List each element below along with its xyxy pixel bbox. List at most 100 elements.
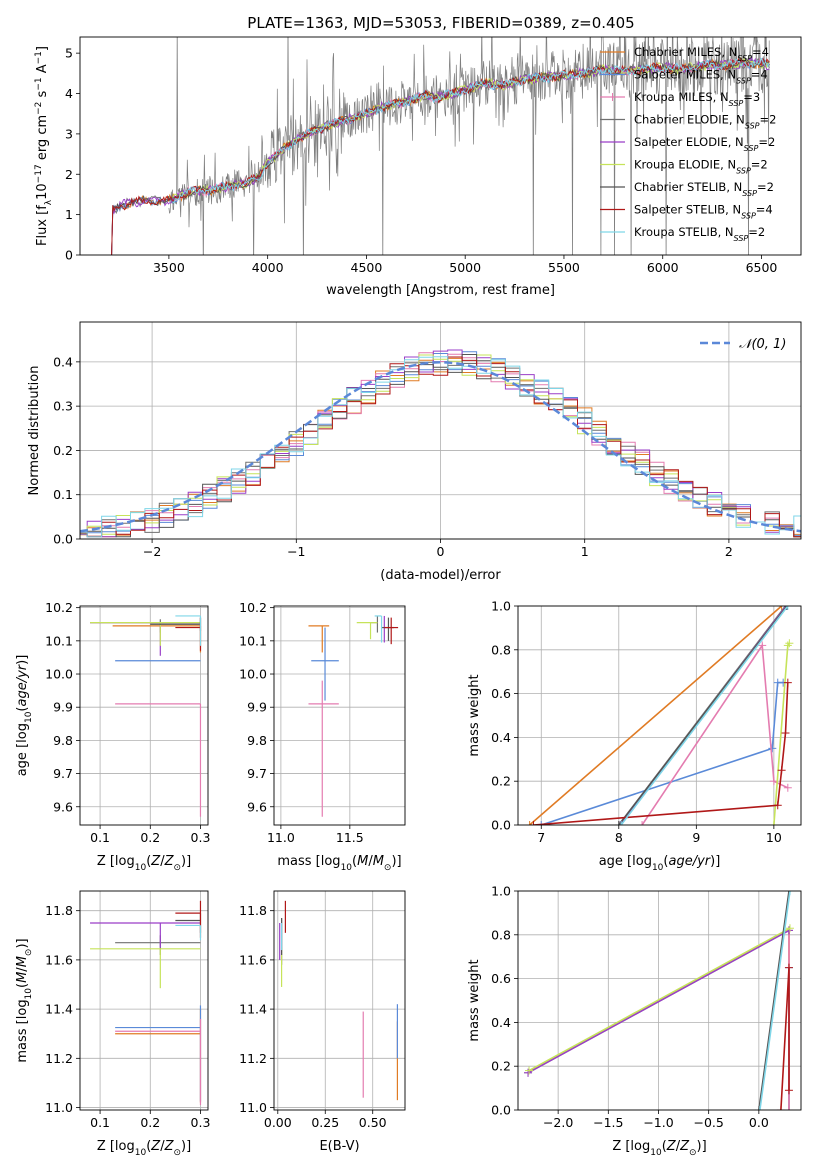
y-tick-label: 0.0 xyxy=(491,818,511,833)
label-part: Z xyxy=(150,854,161,869)
y-tick-label: 0.0 xyxy=(53,532,73,547)
errorbar-chabrier-stelib xyxy=(150,617,202,631)
label-part: )] xyxy=(391,854,401,869)
y-tick-label: 2 xyxy=(65,167,73,182)
y-tick-label: 11.8 xyxy=(239,903,267,918)
legend: 𝒩(0, 1) xyxy=(700,337,786,352)
legend-label: Kroupa MILES, NSSP=3 xyxy=(634,90,760,108)
y-tick-label: 1.0 xyxy=(491,599,511,614)
y-tick-label: 0.4 xyxy=(491,730,511,745)
errorbar-chabrier-miles xyxy=(308,625,330,653)
label-part: A xyxy=(35,64,50,77)
label-part: −2 xyxy=(34,102,44,115)
x-tick-label: 6000 xyxy=(647,260,679,275)
errorbar-chabrier-stelib xyxy=(381,617,394,641)
cumulative-line xyxy=(533,682,789,825)
x-tick-label: −1.5 xyxy=(593,1115,623,1130)
x-tick-label: 0.50 xyxy=(359,1115,387,1130)
x-tick-label: 10 xyxy=(766,830,782,845)
cumulative-line xyxy=(529,606,783,825)
x-axis-label: mass [log10(M/M⊙)] xyxy=(277,854,401,873)
plot-area xyxy=(279,900,399,1101)
y-tick-label: 0.6 xyxy=(491,686,511,701)
x-tick-label: 7 xyxy=(537,830,545,845)
legend-label: Kroupa ELODIE, NSSP=2 xyxy=(634,158,768,176)
cumulative-line xyxy=(620,606,789,825)
label-part: Z xyxy=(164,854,175,869)
label-part: mass weight xyxy=(467,959,482,1041)
label-part: Normed distribution xyxy=(27,366,42,496)
errorbar-salpeter-elodie xyxy=(90,922,201,948)
model-salpeter-stelib-line xyxy=(111,57,770,255)
y-tick-label: 9.6 xyxy=(247,799,267,814)
y-tick-label: 9.6 xyxy=(53,799,73,814)
label-part: / xyxy=(368,854,373,869)
label-part: 10 xyxy=(24,988,34,1000)
x-tick-label: 6500 xyxy=(746,260,778,275)
errorbar-kroupa-miles xyxy=(115,703,202,817)
x-axis-label: wavelength [Angstrom, rest frame] xyxy=(326,283,555,298)
x-tick-label: −1.0 xyxy=(643,1115,673,1130)
y-tick-label: 1.0 xyxy=(491,884,511,899)
y-tick-label: 0.1 xyxy=(53,487,73,502)
label-part: SSP xyxy=(737,54,752,63)
x-tick-label: 0.2 xyxy=(140,830,160,845)
y-tick-label: 9.7 xyxy=(247,766,267,781)
y-tick-label: 0.8 xyxy=(491,642,511,657)
y-axis-label: Flux [fλ10−17 erg cm−2 s−1 A−1] xyxy=(34,46,54,246)
label-part: Z [log xyxy=(97,854,135,869)
legend-label: Salpeter STELIB, NSSP=4 xyxy=(634,203,773,221)
label-part: )] xyxy=(697,1139,707,1154)
label-part: =4 xyxy=(756,203,773,217)
label-part: M xyxy=(357,854,368,869)
label-part: 10 xyxy=(650,1148,662,1158)
y-tick-label: 11.2 xyxy=(239,1051,267,1066)
label-part: −1 xyxy=(34,51,44,64)
y-tick-label: 10.2 xyxy=(45,600,73,615)
x-tick-label: 11.5 xyxy=(336,830,364,845)
label-part: λ xyxy=(44,199,54,205)
x-tick-label: 0 xyxy=(437,544,445,559)
y-axis-label: mass [log10(M/M⊙)] xyxy=(15,938,34,1062)
label-part: =4 xyxy=(751,68,768,82)
x-tick-label: 11.0 xyxy=(267,830,295,845)
label-part: age [log xyxy=(599,854,652,869)
label-part: ⊙ xyxy=(689,1148,697,1158)
series-salpeter-miles xyxy=(537,678,788,825)
series-kroupa-stelib xyxy=(617,606,792,825)
label-part: −1 xyxy=(34,77,44,90)
label-part: SSP xyxy=(736,166,751,175)
axes-frame xyxy=(79,605,209,826)
label-part: Kroupa ELODIE, N xyxy=(634,158,736,172)
x-axis-label: Z [log10(Z/Z⊙)] xyxy=(612,1139,706,1158)
y-tick-label: 11.6 xyxy=(239,952,267,967)
label-part: Kroupa STELIB, N xyxy=(634,225,734,239)
y-tick-label: 10.0 xyxy=(239,667,267,682)
series-kroupa-elodie xyxy=(525,924,794,1075)
errorbar-salpeter-miles xyxy=(311,627,339,701)
label-part: −17 xyxy=(34,164,44,183)
label-part: =2 xyxy=(748,225,765,239)
label-part: =2 xyxy=(760,113,777,127)
errorbar-chabrier-miles xyxy=(115,1009,202,1103)
label-part: Z [log xyxy=(97,1139,135,1154)
x-tick-label: 2 xyxy=(725,544,733,559)
x-tick-label: 5500 xyxy=(548,260,580,275)
label-part: M xyxy=(15,956,30,967)
age-vs-metallicity-panel: 0.1 0.2 0.39.69.79.89.910.010.110.2Z [log1… xyxy=(15,600,210,873)
series-kroupa-stelib xyxy=(755,891,794,1110)
label-part: Z xyxy=(150,1139,161,1154)
x-tick-label: 1 xyxy=(581,544,589,559)
x-axis-label: age [log10(age/yr)] xyxy=(599,854,721,873)
cumulative-line xyxy=(773,642,791,825)
label-part: )] xyxy=(710,854,720,869)
y-tick-label: 1 xyxy=(65,207,73,222)
label-part: ( xyxy=(663,854,668,869)
histogram-kroupa-stelib xyxy=(80,356,801,539)
y-tick-label: 0.2 xyxy=(491,1059,511,1074)
legend-label: Chabrier STELIB, NSSP=2 xyxy=(634,180,774,198)
label-part: 10 xyxy=(135,863,147,873)
plot-area xyxy=(524,891,794,1110)
